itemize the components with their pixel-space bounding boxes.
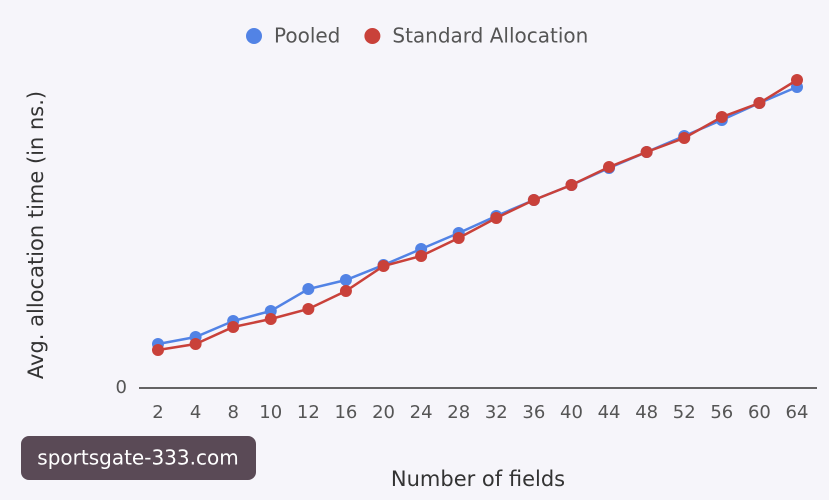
x-tick-label: 20: [372, 402, 395, 423]
x-tick-label: 32: [485, 402, 508, 423]
x-tick-label: 24: [410, 402, 433, 423]
watermark-box: [21, 436, 256, 480]
x-tick-label: 56: [710, 402, 733, 423]
y-axis-title: Avg. allocation time (in ns.): [24, 91, 48, 379]
data-point: [640, 146, 653, 158]
legend-marker: [246, 28, 262, 44]
x-tick-label: 2: [152, 402, 163, 423]
x-tick-label: 16: [334, 402, 357, 423]
data-point: [415, 250, 428, 262]
data-point: [302, 303, 315, 315]
data-point: [339, 285, 352, 297]
x-tick-label: 8: [227, 402, 238, 423]
data-point: [791, 74, 803, 86]
data-point: [152, 344, 164, 356]
data-point: [753, 97, 766, 109]
x-tick-label: 36: [522, 402, 545, 423]
y-tick-label: 0: [116, 377, 127, 398]
x-tick-label: 4: [190, 402, 201, 423]
series-line: [157, 85, 798, 346]
data-point: [377, 260, 390, 272]
x-tick-label: 44: [598, 402, 621, 423]
legend-marker: [364, 28, 381, 44]
x-tick-label: 12: [297, 402, 320, 423]
data-point: [339, 274, 352, 286]
data-point: [490, 212, 503, 224]
series-line: [157, 78, 798, 352]
watermark: sportsgate-333.com: [37, 446, 238, 470]
data-point: [527, 194, 540, 206]
data-point: [264, 313, 277, 325]
x-tick-label: 28: [447, 402, 470, 423]
data-point: [227, 321, 240, 333]
x-axis-title: Number of fields: [391, 467, 565, 491]
x-tick-label: 64: [786, 402, 809, 423]
data-point: [603, 161, 616, 173]
data-point: [189, 338, 202, 350]
data-point: [565, 179, 578, 191]
legend-label: Pooled: [274, 24, 340, 48]
x-tick-label: 40: [560, 402, 583, 423]
data-point: [452, 232, 465, 244]
x-tick-label: 60: [748, 402, 771, 423]
x-tick-label: 10: [259, 402, 282, 423]
x-tick-label: 48: [635, 402, 658, 423]
data-point: [302, 283, 315, 295]
legend-label: Standard Allocation: [392, 24, 588, 48]
data-point: [678, 132, 691, 144]
x-tick-label: 52: [673, 402, 696, 423]
data-point: [715, 111, 728, 123]
